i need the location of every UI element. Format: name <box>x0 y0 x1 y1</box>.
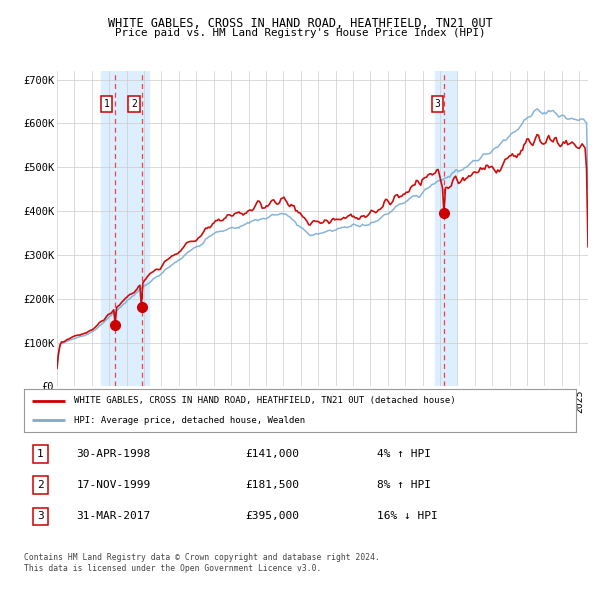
Text: 1: 1 <box>104 99 110 109</box>
Text: 16% ↓ HPI: 16% ↓ HPI <box>377 512 438 522</box>
Text: 3: 3 <box>434 99 440 109</box>
Text: 3: 3 <box>37 512 44 522</box>
Text: 2: 2 <box>37 480 44 490</box>
Text: 4% ↑ HPI: 4% ↑ HPI <box>377 449 431 459</box>
Text: 17-NOV-1999: 17-NOV-1999 <box>76 480 151 490</box>
Bar <box>101 71 149 386</box>
Text: £141,000: £141,000 <box>245 449 299 459</box>
Bar <box>435 71 455 386</box>
Text: WHITE GABLES, CROSS IN HAND ROAD, HEATHFIELD, TN21 0UT (detached house): WHITE GABLES, CROSS IN HAND ROAD, HEATHF… <box>74 396 455 405</box>
Text: 31-MAR-2017: 31-MAR-2017 <box>76 512 151 522</box>
Text: 2: 2 <box>131 99 137 109</box>
Text: HPI: Average price, detached house, Wealden: HPI: Average price, detached house, Weal… <box>74 416 305 425</box>
Text: £395,000: £395,000 <box>245 512 299 522</box>
Text: Contains HM Land Registry data © Crown copyright and database right 2024.
This d: Contains HM Land Registry data © Crown c… <box>24 553 380 573</box>
Text: 30-APR-1998: 30-APR-1998 <box>76 449 151 459</box>
Text: £181,500: £181,500 <box>245 480 299 490</box>
Text: 8% ↑ HPI: 8% ↑ HPI <box>377 480 431 490</box>
Text: WHITE GABLES, CROSS IN HAND ROAD, HEATHFIELD, TN21 0UT: WHITE GABLES, CROSS IN HAND ROAD, HEATHF… <box>107 17 493 30</box>
Text: Price paid vs. HM Land Registry's House Price Index (HPI): Price paid vs. HM Land Registry's House … <box>115 28 485 38</box>
Text: 1: 1 <box>37 449 44 459</box>
